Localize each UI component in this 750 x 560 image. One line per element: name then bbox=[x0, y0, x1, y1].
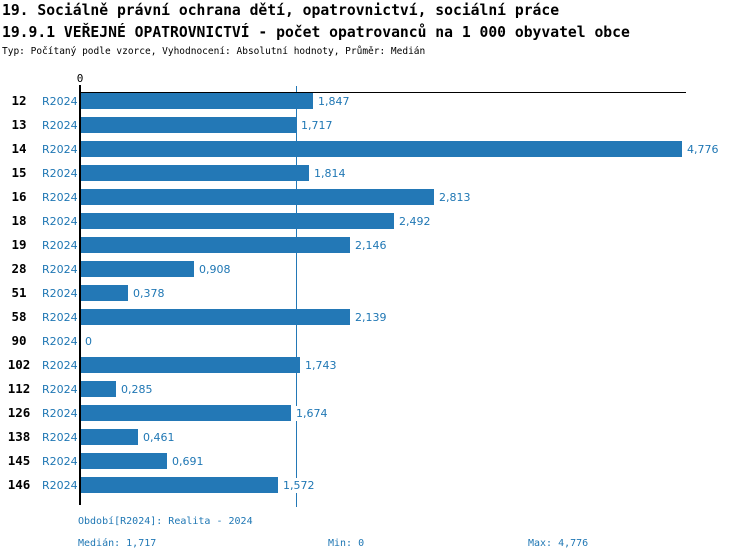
value-label: 0,691 bbox=[171, 454, 205, 469]
series-label: R2024 bbox=[42, 359, 78, 372]
footer-max-label: Max: 4,776 bbox=[528, 538, 589, 549]
series-label: R2024 bbox=[42, 407, 78, 420]
category-label: 102 bbox=[7, 357, 31, 372]
bar-row: 15 R2024 1,814 bbox=[0, 165, 750, 181]
bar-row: 28 R2024 0,908 bbox=[0, 261, 750, 277]
value-label: 0,378 bbox=[132, 286, 166, 301]
series-label: R2024 bbox=[42, 263, 78, 276]
series-label: R2024 bbox=[42, 143, 78, 156]
value-label: 1,847 bbox=[317, 94, 351, 109]
category-label: 51 bbox=[11, 285, 27, 300]
bar bbox=[81, 117, 296, 133]
value-label: 2,139 bbox=[354, 310, 388, 325]
category-label: 16 bbox=[11, 189, 27, 204]
x-axis-zero-tick-label: 0 bbox=[76, 72, 84, 85]
bar-row: 126 R2024 1,674 bbox=[0, 405, 750, 421]
bar-row: 138 R2024 0,461 bbox=[0, 429, 750, 445]
bar bbox=[81, 477, 278, 493]
x-axis-line bbox=[80, 92, 686, 93]
bar-row: 18 R2024 2,492 bbox=[0, 213, 750, 229]
bar-row: 90 R2024 0 bbox=[0, 333, 750, 349]
series-label: R2024 bbox=[42, 383, 78, 396]
value-label: 1,717 bbox=[300, 118, 334, 133]
series-label: R2024 bbox=[42, 167, 78, 180]
value-label: 4,776 bbox=[686, 142, 720, 157]
category-label: 19 bbox=[11, 237, 27, 252]
footer-min-label: Min: 0 bbox=[328, 538, 365, 549]
category-label: 126 bbox=[7, 405, 31, 420]
bar-row: 58 R2024 2,139 bbox=[0, 309, 750, 325]
series-label: R2024 bbox=[42, 191, 78, 204]
bar-row: 19 R2024 2,146 bbox=[0, 237, 750, 253]
value-label: 1,674 bbox=[295, 406, 329, 421]
category-label: 28 bbox=[11, 261, 27, 276]
category-label: 14 bbox=[11, 141, 27, 156]
bar bbox=[81, 261, 194, 277]
category-label: 12 bbox=[11, 93, 27, 108]
footer-period-label: Období[R2024]: Realita - 2024 bbox=[78, 516, 253, 527]
value-label: 0 bbox=[84, 334, 93, 349]
bar bbox=[81, 309, 350, 325]
bar-row: 112 R2024 0,285 bbox=[0, 381, 750, 397]
series-label: R2024 bbox=[42, 119, 78, 132]
page-title-line2: 19.9.1 VEŘEJNÉ OPATROVNICTVÍ - počet opa… bbox=[2, 24, 630, 41]
bar bbox=[81, 141, 682, 157]
value-label: 2,492 bbox=[398, 214, 432, 229]
value-label: 0,461 bbox=[142, 430, 176, 445]
bar bbox=[81, 165, 309, 181]
category-label: 90 bbox=[11, 333, 27, 348]
category-label: 138 bbox=[7, 429, 31, 444]
bar-row: 146 R2024 1,572 bbox=[0, 477, 750, 493]
series-label: R2024 bbox=[42, 215, 78, 228]
value-label: 2,146 bbox=[354, 238, 388, 253]
category-label: 145 bbox=[7, 453, 31, 468]
bar-row: 102 R2024 1,743 bbox=[0, 357, 750, 373]
bar bbox=[81, 213, 394, 229]
value-label: 2,813 bbox=[438, 190, 472, 205]
category-label: 58 bbox=[11, 309, 27, 324]
series-label: R2024 bbox=[42, 311, 78, 324]
category-label: 112 bbox=[7, 381, 31, 396]
bar-row: 14 R2024 4,776 bbox=[0, 141, 750, 157]
value-label: 0,908 bbox=[198, 262, 232, 277]
bar bbox=[81, 237, 350, 253]
median-line bbox=[296, 86, 297, 507]
series-label: R2024 bbox=[42, 431, 78, 444]
bar bbox=[81, 93, 313, 109]
y-axis-line bbox=[79, 85, 81, 505]
value-label: 1,572 bbox=[282, 478, 316, 493]
footer-median-label: Medián: 1,717 bbox=[78, 538, 157, 549]
category-label: 18 bbox=[11, 213, 27, 228]
series-label: R2024 bbox=[42, 239, 78, 252]
category-label: 13 bbox=[11, 117, 27, 132]
bar-row: 13 R2024 1,717 bbox=[0, 117, 750, 133]
series-label: R2024 bbox=[42, 479, 78, 492]
bar bbox=[81, 381, 116, 397]
page-title-line1: 19. Sociálně právní ochrana dětí, opatro… bbox=[2, 2, 560, 19]
category-label: 146 bbox=[7, 477, 31, 492]
bar-row: 145 R2024 0,691 bbox=[0, 453, 750, 469]
series-label: R2024 bbox=[42, 287, 78, 300]
page-subtitle: Typ: Počítaný podle vzorce, Vyhodnocení:… bbox=[2, 46, 426, 57]
value-label: 0,285 bbox=[120, 382, 154, 397]
bar-row: 51 R2024 0,378 bbox=[0, 285, 750, 301]
bar bbox=[81, 285, 128, 301]
series-label: R2024 bbox=[42, 455, 78, 468]
bar bbox=[81, 429, 138, 445]
bar-row: 16 R2024 2,813 bbox=[0, 189, 750, 205]
bar bbox=[81, 357, 300, 373]
bar-row: 12 R2024 1,847 bbox=[0, 93, 750, 109]
bar bbox=[81, 453, 167, 469]
category-label: 15 bbox=[11, 165, 27, 180]
series-label: R2024 bbox=[42, 335, 78, 348]
series-label: R2024 bbox=[42, 95, 78, 108]
value-label: 1,743 bbox=[304, 358, 338, 373]
bar bbox=[81, 405, 291, 421]
bar bbox=[81, 189, 434, 205]
value-label: 1,814 bbox=[313, 166, 347, 181]
